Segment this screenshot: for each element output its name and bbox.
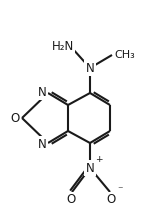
Text: +: + bbox=[95, 155, 102, 164]
Text: ⁻: ⁻ bbox=[117, 185, 123, 195]
Text: N: N bbox=[38, 85, 47, 99]
Text: N: N bbox=[86, 61, 94, 75]
Text: O: O bbox=[11, 111, 20, 124]
Text: CH₃: CH₃ bbox=[114, 50, 135, 60]
Text: N: N bbox=[86, 162, 94, 174]
Text: N: N bbox=[38, 138, 47, 150]
Text: O: O bbox=[66, 193, 76, 206]
Text: H₂N: H₂N bbox=[52, 39, 74, 53]
Text: O: O bbox=[106, 193, 116, 206]
